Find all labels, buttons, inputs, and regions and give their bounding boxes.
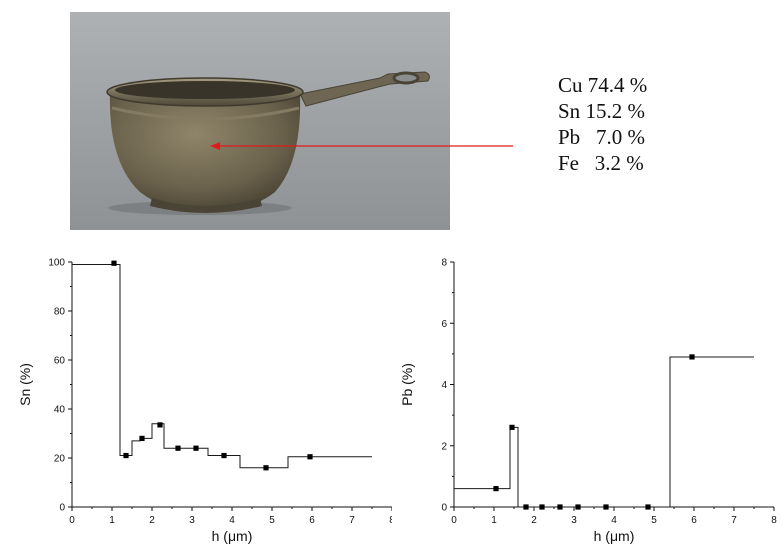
sn-data-point [157,422,163,428]
pb-y-tick-label: 2 [441,441,447,452]
sn-y-tick-label: 20 [54,454,66,465]
composition-cu: Cu 74.4 % [558,72,647,98]
saucepan-inner [115,81,295,99]
pb-data-point [539,504,545,510]
sn-data-point [307,454,313,460]
sn-x-tick-label: 0 [69,515,75,526]
pb-y-tick-label: 4 [441,380,447,391]
composition-fe: Fe 3.2 % [558,150,647,176]
composition-sn: Sn 15.2 % [558,98,647,124]
pb-y-tick-label: 6 [441,319,447,330]
pb-data-point [523,504,529,510]
pointer-arrowhead [210,142,220,150]
sn-x-tick-label: 5 [269,515,275,526]
pb-data-point [689,354,695,360]
pb-x-tick-label: 0 [451,515,457,526]
sn-y-axis-label: Sn (%) [17,363,33,406]
composition-list: Cu 74.4 % Sn 15.2 % Pb 7.0 % Fe 3.2 % [558,72,647,176]
pb-depth-profile-chart: 0 1 2 3 4 5 6 7 8 0 2 4 6 8 h (μm) Pb (%) [399,258,777,545]
pb-x-tick-label: 7 [731,515,737,526]
sn-y-tick-label: 80 [54,307,66,318]
sn-data-point [123,452,129,459]
pb-x-tick-label: 4 [611,515,617,526]
sn-y-tick-label: 100 [48,258,65,269]
sn-y-tick-label: 60 [54,356,66,367]
sn-y-tick-label: 0 [59,503,65,514]
element-label: Fe [558,151,579,175]
rim-band [111,106,300,121]
element-value: 7.0 % [585,125,645,149]
sn-x-tick-label: 2 [149,515,155,526]
element-value: 74.4 % [587,73,648,97]
sn-depth-profile-chart: 012345678020406080100h (μm)Sn (%) [17,258,392,544]
sn-x-axis-label: h (μm) [212,528,253,544]
sn-x-tick-label: 3 [189,515,195,526]
pb-x-tick-label: 8 [771,515,777,526]
handle-ring [392,71,420,85]
sn-data-point [263,465,269,471]
pb-x-tick-label: 1 [491,515,497,526]
saucepan-foot [150,198,262,213]
element-label: Pb [558,125,581,149]
pb-x-tick-label: 2 [531,515,537,526]
pb-x-tick-label: 5 [651,515,657,526]
saucepan-photo [70,12,450,230]
pb-x-tick-label: 3 [571,515,577,526]
element-value: 15.2 % [585,99,645,123]
sn-y-tick-label: 40 [54,405,66,416]
sn-data-point [193,445,199,451]
pb-x-tick-label: 6 [691,515,697,526]
sn-data-point [221,452,227,459]
sn-x-tick-label: 6 [309,515,315,526]
sn-data-point [111,260,117,266]
pb-x-axis-label: h (μm) [594,528,635,544]
pb-data-point [645,504,651,510]
pb-y-tick-label: 0 [441,503,447,514]
pb-data-point [603,504,609,510]
sn-x-tick-label: 4 [229,515,235,526]
element-label: Cu [558,73,583,97]
pb-step-line [454,356,754,508]
element-value: 3.2 % [584,151,644,175]
pb-y-axis-label: Pb (%) [399,363,415,406]
pb-data-point [509,424,515,430]
sn-step-line [72,263,372,469]
saucepan-bowl [109,92,301,212]
sn-x-tick-label: 1 [109,515,115,526]
pointer-arrow-tail [450,145,513,147]
pb-data-point [493,486,499,492]
sn-x-tick-label: 8 [389,515,392,526]
pb-y-tick-label: 8 [441,258,447,269]
sn-x-tick-label: 7 [349,515,355,526]
sn-data-point [139,435,145,441]
pb-data-point [557,504,563,510]
element-label: Sn [558,99,581,123]
pb-data-point [575,504,581,510]
sn-data-point [175,445,181,451]
composition-pb: Pb 7.0 % [558,124,647,150]
